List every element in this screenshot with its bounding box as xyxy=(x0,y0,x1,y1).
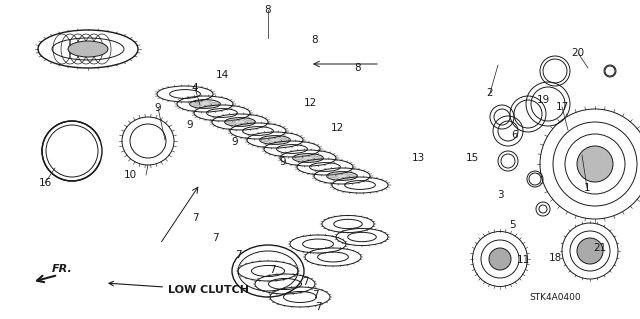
Text: 4: 4 xyxy=(192,83,198,93)
Text: 7: 7 xyxy=(269,265,275,275)
Text: FR.: FR. xyxy=(52,264,73,274)
Text: 2: 2 xyxy=(486,88,493,98)
Text: 9: 9 xyxy=(280,157,286,167)
Text: STK4A0400: STK4A0400 xyxy=(529,293,581,302)
Text: 9: 9 xyxy=(187,120,193,130)
Circle shape xyxy=(577,238,603,264)
Text: 7: 7 xyxy=(212,233,218,243)
Text: 1: 1 xyxy=(584,183,590,193)
Text: 9: 9 xyxy=(155,103,161,113)
Text: 8: 8 xyxy=(355,63,362,73)
Ellipse shape xyxy=(260,136,290,144)
Ellipse shape xyxy=(327,172,357,180)
Text: 18: 18 xyxy=(548,253,562,263)
Text: LOW CLUTCH: LOW CLUTCH xyxy=(109,281,249,295)
Text: 9: 9 xyxy=(232,137,238,147)
Text: 12: 12 xyxy=(330,123,344,133)
Text: 3: 3 xyxy=(497,190,503,200)
Text: 20: 20 xyxy=(572,48,584,58)
Text: 21: 21 xyxy=(593,243,607,253)
Circle shape xyxy=(577,146,613,182)
Text: 16: 16 xyxy=(38,178,52,188)
Text: 7: 7 xyxy=(315,302,321,312)
Text: 11: 11 xyxy=(516,255,530,265)
Text: 7: 7 xyxy=(312,290,318,300)
Text: 8: 8 xyxy=(265,5,271,15)
Ellipse shape xyxy=(489,248,511,270)
Text: 7: 7 xyxy=(301,277,308,287)
Text: 6: 6 xyxy=(512,130,518,140)
Ellipse shape xyxy=(68,41,108,57)
Text: 12: 12 xyxy=(303,98,317,108)
Text: 19: 19 xyxy=(536,95,550,105)
Text: 13: 13 xyxy=(412,153,424,163)
Ellipse shape xyxy=(190,100,220,108)
Text: 7: 7 xyxy=(235,250,241,260)
Text: 7: 7 xyxy=(192,213,198,223)
Ellipse shape xyxy=(225,118,255,126)
Ellipse shape xyxy=(293,154,323,162)
Text: 15: 15 xyxy=(465,153,479,163)
Text: 17: 17 xyxy=(556,102,568,112)
Text: 14: 14 xyxy=(216,70,228,80)
Text: 8: 8 xyxy=(312,35,318,45)
Text: 5: 5 xyxy=(509,220,516,230)
Text: 10: 10 xyxy=(124,170,136,180)
